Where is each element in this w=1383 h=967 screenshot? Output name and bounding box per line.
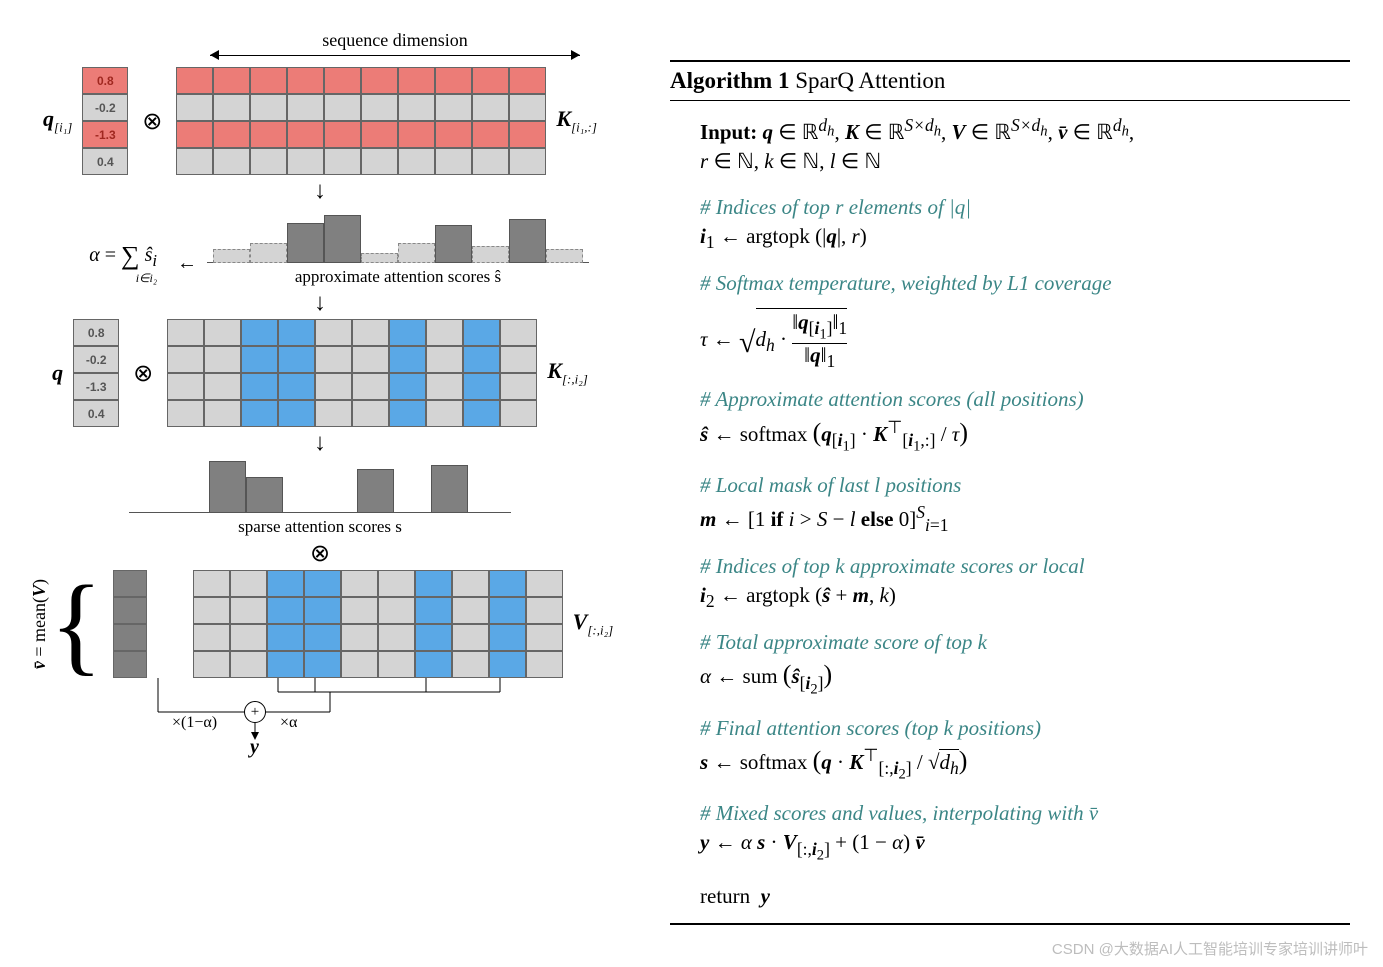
algo-comment: # Indices of top r elements of |q| [700,193,1350,222]
row-V: v̄ = mean(V) { V[:,i₂] [27,570,613,678]
output-y-label: y [250,736,259,759]
V-matrix [193,570,563,678]
approx-scores-chart [213,207,583,263]
algo-step: i2 ← argtopk (ŝ + m, k) [700,581,1350,614]
vbar-label: v̄ = mean(V) [27,579,50,669]
sparse-scores-block: sparse attention scores s [135,459,505,537]
q-label-2: q [52,360,63,386]
algo-step: y ← α s · V[:,i2] + (1 − α) v̄ [700,828,1350,865]
approx-scores-caption: approximate attention scores ŝ [295,267,501,287]
sparse-scores-chart [135,459,505,513]
mul-left-label: ×(1−α) [172,714,217,732]
algo-comment: # Final attention scores (top k position… [700,714,1350,743]
diagram-panel: sequence dimension q[i₁] 0.8-0.2-1.30.4 … [20,20,620,947]
down-arrow-icon: ↓ [314,291,326,315]
sequence-dimension-label: sequence dimension [210,30,580,61]
K2-label: K[:,i₂] [547,358,588,387]
alpha-equation: α = ∑ ŝi i∈i₂ [57,236,157,287]
K1-label: K[i₁,:] [556,106,597,135]
down-arrow-icon: ↓ [314,431,326,455]
algorithm-panel: Algorithm 1 SparQ Attention Input: q ∈ ℝ… [670,20,1350,947]
K1-matrix [176,67,546,175]
row-q-times-K2: q 0.8-0.2-1.30.4 ⊗ K[:,i₂] [52,319,588,427]
V-label: V[:,i₂] [573,609,614,638]
algorithm-box: Algorithm 1 SparQ Attention Input: q ∈ ℝ… [670,60,1350,925]
plus-circle-icon: + [244,701,266,723]
K2-matrix [167,319,537,427]
algo-step: τ ← √ dh · ‖q[i1]‖1‖q‖1 [700,308,1350,371]
vbar-vector [113,570,147,678]
tensor-op-icon: ⊗ [129,359,157,388]
algo-step: s ← softmax (q · K⊤[:,i2] / √dh) [700,743,1350,785]
left-arrow-icon: ← [177,252,197,275]
q-vector-1: 0.8-0.2-1.30.4 [82,67,128,175]
algorithm-body: Input: q ∈ ℝdh, K ∈ ℝS×dh, V ∈ ℝS×dh, v̄… [670,101,1350,923]
down-arrow-icon: ↓ [314,179,326,203]
q-vector-2: 0.8-0.2-1.30.4 [73,319,119,427]
output-join: + ×(1−α) ×α y [120,678,580,752]
algorithm-input: Input: q ∈ ℝdh, K ∈ ℝS×dh, V ∈ ℝS×dh, v̄… [700,113,1350,177]
algo-step: m ← [1 if i > S − l else 0]Si=1 [700,500,1350,538]
row-q-times-K1: q[i₁] 0.8-0.2-1.30.4 ⊗ K[i₁,:] [43,67,597,175]
algorithm-title: Algorithm 1 SparQ Attention [670,62,1350,101]
algo-comment: # Mixed scores and values, interpolating… [700,799,1350,828]
algo-comment: # Approximate attention scores (all posi… [700,385,1350,414]
algo-step: i1 ← argtopk (|q|, r) [700,222,1350,255]
tensor-op-icon: ⊗ [138,107,166,136]
algo-comment: # Total approximate score of top k [700,628,1350,657]
double-arrow-icon [210,51,580,61]
approx-scores-row: α = ∑ ŝi i∈i₂ ← approximate attention sc… [57,207,583,287]
vbar-brace: v̄ = mean(V) { [27,575,103,674]
watermark: CSDN @大数据AI人工智能培训专家培训讲师叶 [1052,938,1368,959]
algo-comment: # Local mask of last l positions [700,471,1350,500]
algo-comment: # Softmax temperature, weighted by L1 co… [700,269,1350,298]
mul-right-label: ×α [280,714,297,732]
algo-step: ŝ ← softmax (q[i1] · K⊤[i1,:] / τ) [700,415,1350,457]
algo-step: α ← sum (ŝ[i2]) [700,657,1350,699]
sparse-scores-caption: sparse attention scores s [238,517,402,537]
algo-comment: # Indices of top k approximate scores or… [700,552,1350,581]
tensor-op-icon: ⊗ [306,539,334,568]
algo-return: return y [700,882,1350,911]
q-label: q[i₁] [43,106,72,135]
